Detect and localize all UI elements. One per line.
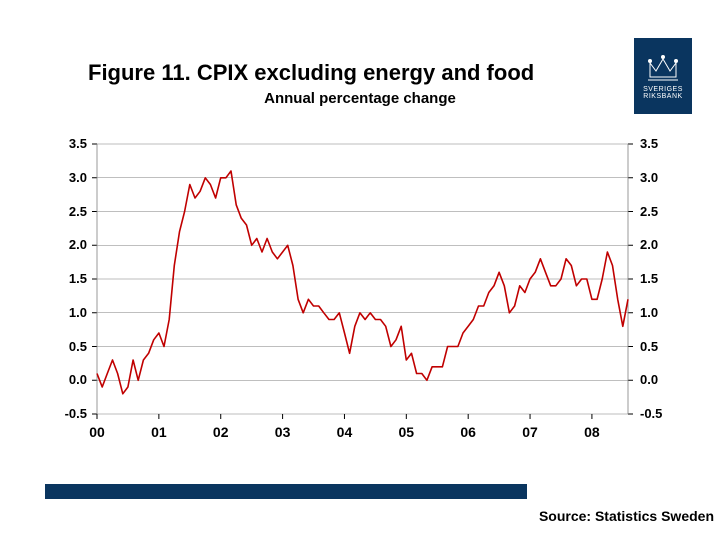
y-tick-right: 3.0 <box>640 170 674 185</box>
bottom-accent-bar <box>45 484 527 499</box>
y-tick-left: 2.0 <box>57 237 87 252</box>
y-tick-right: 2.5 <box>640 204 674 219</box>
x-tick: 08 <box>577 424 607 440</box>
x-tick: 03 <box>268 424 298 440</box>
y-tick-left: 0.0 <box>57 372 87 387</box>
slide: SVERIGES RIKSBANK Figure 11. CPIX exclud… <box>0 0 720 540</box>
chart-svg <box>45 130 680 450</box>
source-text: Source: Statistics Sweden <box>539 508 714 524</box>
x-tick: 04 <box>329 424 359 440</box>
y-tick-left: 0.5 <box>57 339 87 354</box>
y-tick-left: 3.0 <box>57 170 87 185</box>
x-tick: 01 <box>144 424 174 440</box>
x-tick: 00 <box>82 424 112 440</box>
y-tick-right: 0.5 <box>640 339 674 354</box>
y-tick-left: 2.5 <box>57 204 87 219</box>
y-tick-left: 1.5 <box>57 271 87 286</box>
y-tick-left: 3.5 <box>57 136 87 151</box>
line-chart: 3.5 3.5 3.0 3.0 2.5 2.5 2.0 2.0 1.5 1.5 1.0 1.0 0.5 0… <box>45 130 680 450</box>
y-tick-right: 2.0 <box>640 237 674 252</box>
x-tick: 05 <box>391 424 421 440</box>
figure-title: Figure 11. CPIX excluding energy and foo… <box>88 60 534 86</box>
y-tick-right: 1.0 <box>640 305 674 320</box>
cpix-line <box>97 171 628 394</box>
x-tick: 06 <box>453 424 483 440</box>
x-tick: 07 <box>515 424 545 440</box>
crown-icon <box>646 53 680 83</box>
y-tick-left: 1.0 <box>57 305 87 320</box>
y-tick-left: -0.5 <box>57 406 87 421</box>
y-tick-right: 1.5 <box>640 271 674 286</box>
x-tick: 02 <box>206 424 236 440</box>
y-tick-right: 3.5 <box>640 136 674 151</box>
y-tick-right: 0.0 <box>640 372 674 387</box>
figure-subtitle: Annual percentage change <box>0 90 720 107</box>
y-tick-right: -0.5 <box>640 406 674 421</box>
